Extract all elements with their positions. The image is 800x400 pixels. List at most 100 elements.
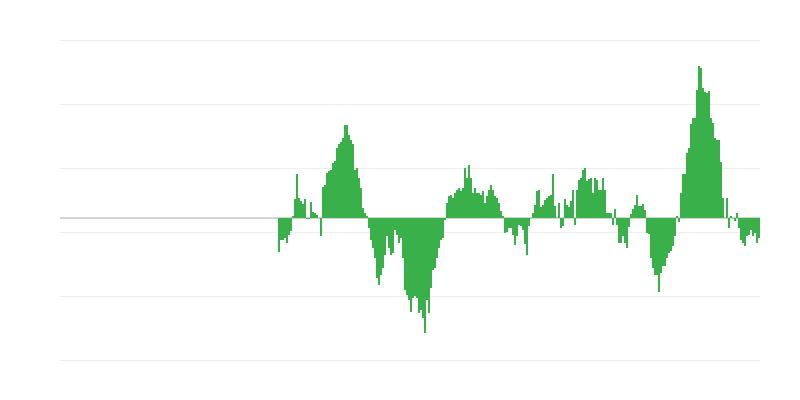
bar: [546, 198, 548, 218]
bar: [402, 218, 404, 258]
bar: [406, 218, 408, 295]
bar: [716, 140, 718, 218]
bar: [554, 206, 556, 218]
bar: [668, 218, 670, 253]
bar: [642, 204, 644, 218]
bar: [330, 170, 332, 218]
bar: [610, 213, 612, 218]
bar: [408, 218, 410, 300]
bar: [560, 218, 562, 228]
bar: [532, 213, 534, 218]
bar: [424, 218, 426, 333]
bar: [484, 203, 486, 218]
bar: [690, 124, 692, 218]
bar: [736, 213, 738, 218]
bar: [400, 218, 402, 238]
bar: [414, 218, 416, 296]
bar: [388, 218, 390, 248]
bar: [398, 218, 400, 243]
bar: [302, 204, 304, 218]
bar: [706, 93, 708, 218]
bar: [456, 190, 458, 218]
bar: [728, 218, 730, 228]
bar: [306, 218, 308, 219]
bar: [278, 218, 280, 252]
bar: [632, 209, 634, 218]
bar: [332, 163, 334, 218]
bar: [508, 218, 510, 228]
bar: [474, 188, 476, 218]
bar: [746, 218, 748, 236]
bar: [380, 218, 382, 275]
bar: [694, 118, 696, 218]
bar: [438, 218, 440, 248]
bar: [358, 178, 360, 218]
bar: [658, 218, 660, 292]
bar: [738, 218, 740, 228]
bar: [662, 218, 664, 266]
bar: [364, 213, 366, 218]
bar: [312, 212, 314, 218]
bar: [640, 206, 642, 218]
bar: [480, 195, 482, 218]
bar: [348, 135, 350, 218]
bar: [672, 218, 674, 246]
bar: [370, 218, 372, 240]
bar: [710, 118, 712, 218]
bar: [684, 174, 686, 218]
bar: [432, 218, 434, 270]
bar: [744, 218, 746, 246]
bar: [448, 196, 450, 218]
bar: [442, 218, 444, 238]
bar: [608, 213, 610, 218]
bar: [614, 209, 616, 218]
bar: [444, 218, 446, 220]
bar: [282, 218, 284, 240]
bar: [530, 218, 532, 219]
bar: [724, 218, 726, 219]
bar: [622, 218, 624, 236]
bar: [688, 148, 690, 218]
bar: [294, 199, 296, 218]
bar: [666, 218, 668, 258]
bar: [486, 196, 488, 218]
bar: [676, 216, 678, 218]
bar: [286, 218, 288, 243]
bar: [288, 218, 290, 235]
bar: [470, 178, 472, 218]
bar: [570, 201, 572, 218]
bar: [686, 153, 688, 218]
bar: [316, 215, 318, 218]
bar: [630, 214, 632, 218]
gridlines: [60, 40, 760, 361]
bar: [292, 216, 294, 218]
bar: [504, 218, 506, 233]
bar: [536, 191, 538, 218]
bar: [592, 193, 594, 218]
bar: [516, 218, 518, 236]
bar: [522, 218, 524, 230]
bar: [462, 188, 464, 218]
bar: [352, 144, 354, 218]
bar: [434, 218, 436, 268]
bar: [548, 196, 550, 218]
bar: [568, 207, 570, 218]
bar: [748, 218, 750, 235]
bar: [618, 218, 620, 243]
bar: [428, 218, 430, 313]
bar: [326, 173, 328, 218]
bar: [648, 218, 650, 234]
bar: [354, 170, 356, 218]
bar: [468, 165, 470, 218]
bar: [742, 218, 744, 243]
bar: [670, 218, 672, 251]
bar: [588, 179, 590, 218]
bar: [664, 218, 666, 266]
bar: [726, 198, 728, 218]
bar: [540, 207, 542, 218]
bar: [346, 125, 348, 218]
bar: [458, 188, 460, 218]
bar: [386, 218, 388, 236]
bar: [464, 168, 466, 218]
